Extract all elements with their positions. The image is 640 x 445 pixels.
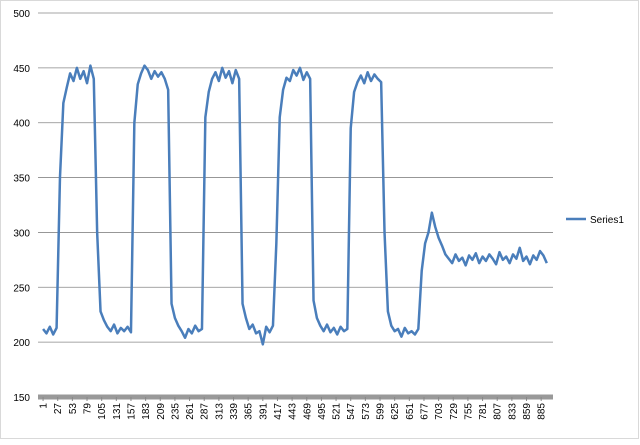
x-tick-label: 521 — [332, 403, 343, 420]
legend-label: Series1 — [590, 215, 624, 226]
x-tick-label: 443 — [288, 403, 299, 420]
x-tick-label: 651 — [405, 403, 416, 420]
x-tick-label: 469 — [302, 403, 313, 420]
x-tick-label: 859 — [522, 403, 533, 420]
y-tick-label: 250 — [13, 283, 30, 294]
series-line — [42, 64, 548, 346]
x-tick-label: 391 — [258, 403, 269, 420]
x-tick-label: 157 — [126, 403, 137, 420]
x-tick-label: 339 — [229, 403, 240, 420]
x-tick-label: 729 — [449, 403, 460, 420]
y-tick-label: 200 — [13, 338, 30, 349]
x-tick-label: 131 — [112, 403, 123, 420]
x-tick-label: 833 — [507, 403, 518, 420]
x-tick-label: 625 — [390, 403, 401, 420]
x-tick-label: 677 — [419, 403, 430, 420]
y-tick-label: 350 — [13, 174, 30, 185]
x-tick-label: 781 — [478, 403, 489, 420]
x-tick-label: 885 — [537, 403, 548, 420]
x-tick-label: 261 — [185, 403, 196, 420]
x-tick-label: 79 — [83, 403, 94, 415]
x-tick-label: 287 — [200, 403, 211, 420]
x-tick-label: 53 — [68, 403, 79, 415]
x-tick-label: 365 — [244, 403, 255, 420]
x-tick-label: 235 — [170, 403, 181, 420]
x-tick-label: 755 — [463, 403, 474, 420]
y-tick-label: 300 — [13, 228, 30, 239]
x-tick-label: 599 — [376, 403, 387, 420]
y-tick-label: 400 — [13, 119, 30, 130]
x-tick-label: 27 — [53, 403, 64, 415]
x-tick-label: 183 — [141, 403, 152, 420]
x-tick-label: 807 — [493, 403, 504, 420]
y-tick-label: 150 — [13, 393, 30, 404]
x-tick-label: 105 — [97, 403, 108, 420]
y-tick-label: 450 — [13, 64, 30, 75]
y-tick-label: 500 — [13, 9, 30, 20]
x-tick-label: 547 — [346, 403, 357, 420]
x-tick-label: 209 — [156, 403, 167, 420]
x-tick-label: 313 — [214, 403, 225, 420]
x-tick-label: 573 — [361, 403, 372, 420]
x-tick-label: 703 — [434, 403, 445, 420]
x-tick-label: 1 — [39, 403, 50, 409]
x-tick-label: 417 — [273, 403, 284, 420]
x-tick-label: 495 — [317, 403, 328, 420]
